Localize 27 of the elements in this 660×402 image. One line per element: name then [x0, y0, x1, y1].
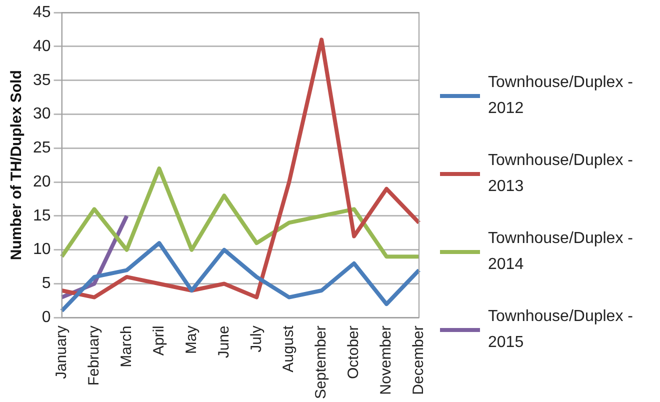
x-tick-label: January — [52, 325, 70, 379]
x-tick-label: July — [248, 325, 265, 352]
legend-label: Townhouse/Duplex - 2014 — [488, 229, 634, 275]
x-tick-label: March — [118, 326, 135, 368]
legend-label: Townhouse/Duplex - 2012 — [488, 73, 634, 119]
y-tick-label: 10 — [33, 241, 51, 258]
y-tick-label: 40 — [33, 38, 51, 55]
y-tick-label: 15 — [33, 207, 51, 224]
x-tick-label: December — [410, 326, 428, 395]
y-tick-label: 5 — [42, 275, 51, 292]
legend-label: Townhouse/Duplex - 2013 — [488, 151, 634, 197]
legend-label: Townhouse/Duplex - 2015 — [488, 307, 634, 353]
y-tick-label: 30 — [33, 106, 51, 123]
x-tick-label: April — [150, 326, 168, 356]
x-tick-label: September — [312, 326, 330, 399]
x-tick-label: June — [215, 326, 232, 358]
y-tick-label: 25 — [33, 140, 51, 157]
x-tick-label: October — [345, 326, 362, 379]
x-tick-label: November — [378, 326, 395, 395]
x-tick-label: August — [280, 324, 298, 372]
y-tick-label: 20 — [33, 173, 51, 190]
x-tick-label: May — [182, 325, 200, 354]
y-tick-label: 45 — [33, 4, 51, 22]
y-tick-label: 35 — [33, 72, 51, 89]
y-axis-title: Number of TH/Duplex Sold — [8, 70, 26, 260]
x-tick-label: February — [85, 325, 102, 386]
y-tick-label: 0 — [42, 309, 51, 326]
